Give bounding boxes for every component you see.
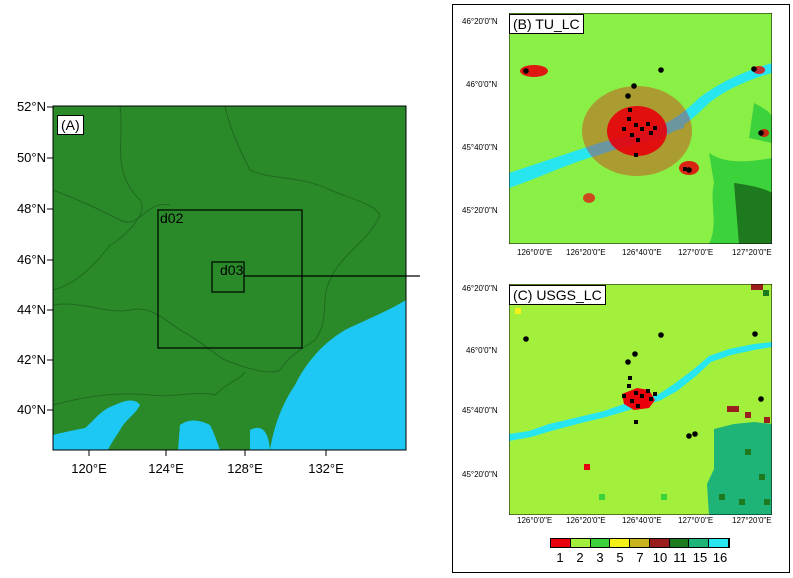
panel-a-map-svg [47,105,420,456]
c-lon-tick: 127°0'0"E [678,516,714,525]
legend-value: 15 [692,550,708,565]
c-lat-tick: 46°20'0"N [462,284,498,293]
lat-tick: 40°N [16,402,46,417]
d03-box [211,261,245,293]
d02-box [157,209,303,349]
d02-label: d02 [160,210,184,226]
b-lon-tick: 127°20'0"E [732,248,772,257]
legend-value: 10 [652,550,668,565]
lat-tick: 52°N [16,99,46,114]
lat-tick: 48°N [16,201,46,216]
lon-tick: 128°E [227,461,263,476]
legend-value: 3 [596,550,604,565]
legend-value: 1 [556,550,564,565]
lon-tick: 120°E [71,461,107,476]
legend: 1 2 3 5 7 10 11 15 16 [550,538,740,570]
b-lon-tick: 126°0'0"E [517,248,553,257]
c-lat-tick: 46°0'0"N [466,346,498,355]
legend-value: 2 [576,550,584,565]
b-lat-tick: 45°20'0"N [462,206,498,215]
panel-a-map: (A) d02 d03 52°N 50°N 48°N 46°N 44°N 42°… [0,0,420,500]
panel-c-label: (C) USGS_LC [509,285,606,305]
legend-labels: 1 2 3 5 7 10 11 15 16 [550,550,740,568]
c-lon-tick: 127°20'0"E [732,516,772,525]
legend-value: 16 [712,550,728,565]
legend-bar [550,538,730,548]
legend-swatch [551,539,571,547]
legend-value: 11 [673,550,687,565]
legend-swatch [570,539,591,547]
panel-b-map [509,13,772,244]
lat-tick: 50°N [16,150,46,165]
right-panels-frame [452,4,790,573]
legend-swatch [630,539,650,547]
d03-label: d03 [220,262,244,278]
legend-swatch [709,539,730,547]
legend-swatch [590,539,611,547]
panel-a-label: (A) [57,115,84,135]
lon-tick: 132°E [308,461,344,476]
panel-b-label: (B) TU_LC [509,14,584,34]
lon-tick: 124°E [148,461,184,476]
legend-swatch [649,539,670,547]
legend-swatch [669,539,690,547]
legend-swatch [610,539,631,547]
b-lon-tick: 126°40'0"E [622,248,662,257]
c-lon-tick: 126°0'0"E [517,516,553,525]
b-lon-tick: 126°20'0"E [566,248,606,257]
legend-value: 5 [616,550,624,565]
legend-value: 7 [636,550,644,565]
legend-swatch [689,539,710,547]
lat-tick: 42°N [16,352,46,367]
c-lat-tick: 45°20'0"N [462,470,498,479]
c-lon-tick: 126°20'0"E [566,516,606,525]
panel-c-map [509,284,772,515]
b-lat-tick: 46°20'0"N [462,17,498,26]
c-lon-tick: 126°40'0"E [622,516,662,525]
lat-tick: 46°N [16,252,46,267]
b-lon-tick: 127°0'0"E [678,248,714,257]
b-lat-tick: 46°0'0"N [466,80,498,89]
lat-tick: 44°N [16,302,46,317]
c-lat-tick: 45°40'0"N [462,406,498,415]
b-lat-tick: 45°40'0"N [462,143,498,152]
